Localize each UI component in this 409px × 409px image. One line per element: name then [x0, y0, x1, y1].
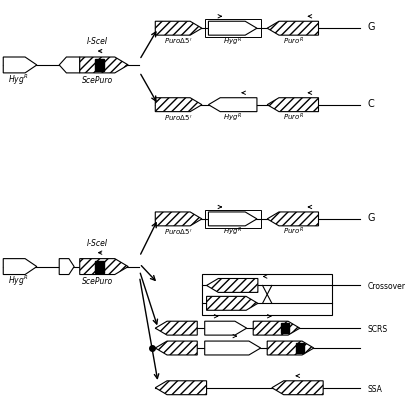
Text: $Puro\Delta5'$: $Puro\Delta5'$ [164, 36, 192, 46]
Text: $Puro\Delta5'$: $Puro\Delta5'$ [164, 227, 192, 236]
Text: $Puro^R$: $Puro^R$ [282, 35, 303, 47]
Polygon shape [267, 22, 318, 36]
Polygon shape [208, 22, 256, 36]
Text: G: G [367, 22, 375, 32]
Polygon shape [79, 58, 128, 74]
Polygon shape [155, 341, 197, 355]
Bar [201, 274, 332, 315]
Text: G: G [367, 212, 375, 222]
Text: ScePuro: ScePuro [82, 76, 113, 85]
Text: $Hyg^R$: $Hyg^R$ [222, 112, 242, 124]
Bar [94, 60, 104, 72]
Polygon shape [3, 259, 37, 275]
Polygon shape [79, 259, 128, 275]
Polygon shape [204, 341, 260, 355]
Bar [295, 343, 303, 353]
Text: $Puro\Delta5'$: $Puro\Delta5'$ [164, 112, 192, 122]
Polygon shape [155, 99, 201, 112]
Polygon shape [155, 381, 206, 395]
Bar [204, 20, 260, 38]
Bar [204, 211, 260, 228]
Text: $Puro^R$: $Puro^R$ [282, 225, 303, 237]
Polygon shape [3, 58, 37, 74]
Polygon shape [155, 22, 201, 36]
Polygon shape [206, 297, 257, 310]
Text: I-SceI: I-SceI [87, 238, 108, 247]
Polygon shape [59, 58, 79, 74]
Text: $Puro^R$: $Puro^R$ [282, 112, 303, 123]
Polygon shape [267, 341, 313, 355]
Polygon shape [253, 321, 299, 335]
Polygon shape [267, 99, 318, 112]
Text: Crossover: Crossover [367, 282, 405, 291]
Text: SCRS: SCRS [367, 324, 387, 333]
Polygon shape [204, 321, 246, 335]
Polygon shape [59, 259, 74, 275]
Text: I-SceI: I-SceI [87, 37, 108, 46]
Text: $Hyg^R$: $Hyg^R$ [8, 72, 29, 87]
Text: ScePuro: ScePuro [82, 277, 113, 286]
Polygon shape [155, 212, 201, 226]
Text: $Hyg^R$: $Hyg^R$ [222, 35, 242, 47]
Polygon shape [271, 381, 322, 395]
Polygon shape [267, 212, 318, 226]
Polygon shape [155, 321, 197, 335]
Text: C: C [367, 99, 374, 108]
Bar [281, 324, 288, 333]
Text: $Hyg^R$: $Hyg^R$ [8, 273, 29, 288]
Text: SSA: SSA [367, 384, 382, 393]
Text: $Hyg^R$: $Hyg^R$ [222, 225, 242, 238]
Bar [94, 261, 104, 273]
Polygon shape [206, 279, 257, 293]
Polygon shape [208, 99, 256, 112]
Polygon shape [208, 212, 256, 226]
